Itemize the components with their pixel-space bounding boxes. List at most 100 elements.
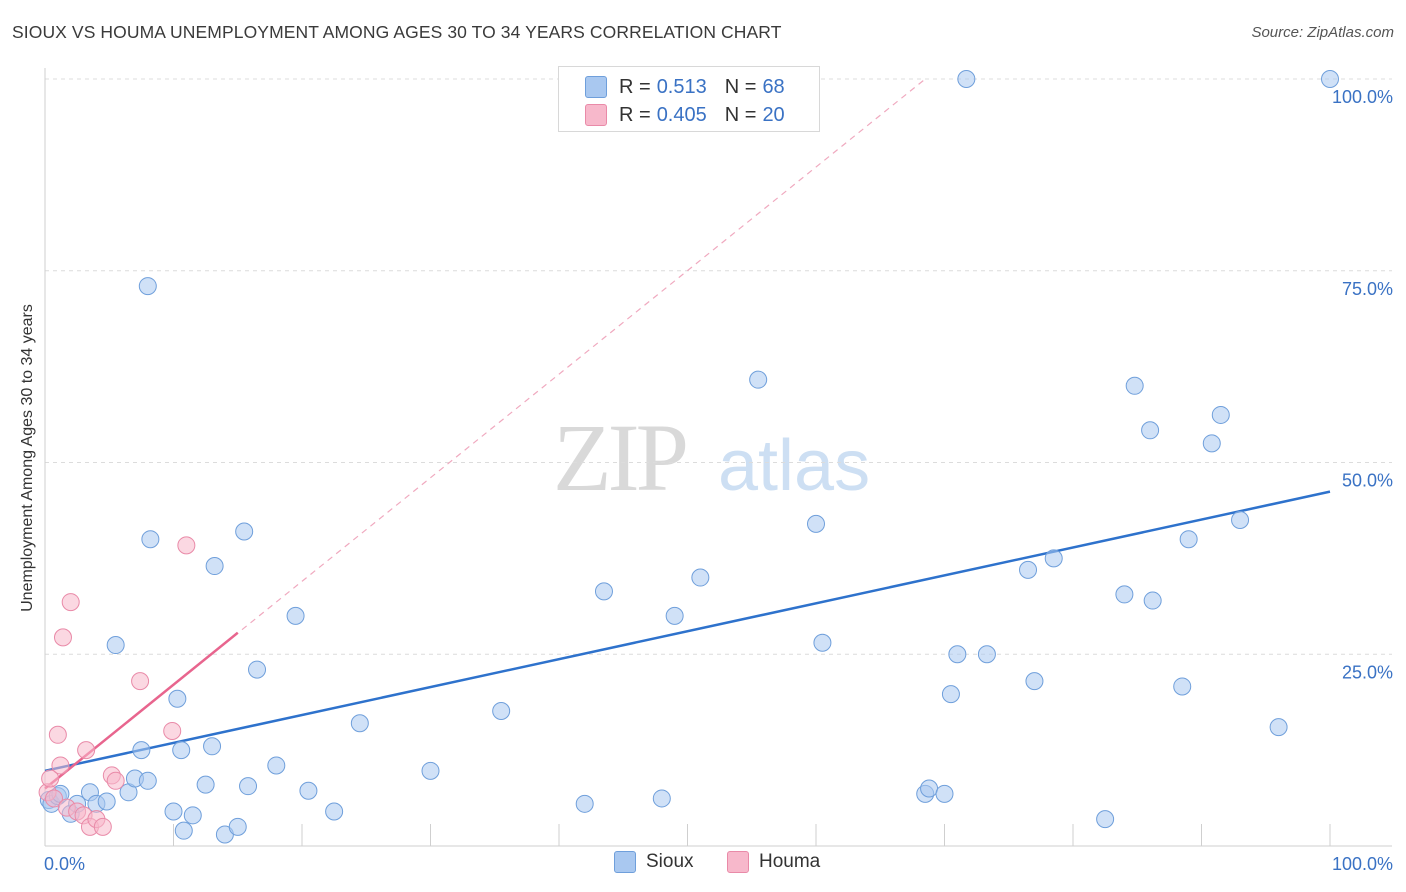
sioux-point — [594, 582, 613, 601]
trend-lines — [44, 78, 1331, 790]
sioux-point — [164, 802, 183, 821]
legend-swatch-sioux — [585, 76, 607, 98]
sioux-point — [1321, 70, 1339, 88]
axes — [44, 68, 1392, 847]
houma-point — [77, 741, 96, 760]
sioux-point — [941, 685, 960, 704]
sioux-point — [977, 645, 996, 664]
sioux-point — [203, 737, 222, 756]
sioux-point — [1179, 530, 1198, 549]
sioux-point — [575, 794, 594, 813]
legend-n-value-sioux: 68 — [762, 75, 785, 98]
houma-point — [41, 769, 60, 788]
y-tick-label: 50.0% — [1342, 471, 1393, 491]
legend-r-value-houma: 0.405 — [656, 103, 707, 126]
gridlines — [45, 78, 1392, 655]
sioux-point — [1141, 421, 1160, 440]
x-tick-label-min: 0.0% — [44, 854, 85, 874]
series-name-sioux: Sioux — [646, 851, 694, 872]
sioux-point — [935, 784, 954, 803]
sioux-point — [97, 792, 116, 811]
legend-r-label: R = — [619, 103, 651, 126]
sioux-point — [1019, 560, 1038, 579]
houma-point — [106, 771, 125, 790]
sioux-point — [299, 781, 318, 800]
tick-labels: 25.0% 50.0% 75.0% 100.0% 0.0% 100.0% — [44, 87, 1393, 874]
legend-row-houma: R = 0.405 N = 20 — [585, 101, 785, 129]
series-legend-sioux: Sioux — [614, 851, 694, 873]
y-tick-label: 75.0% — [1342, 279, 1393, 299]
sioux-point — [132, 741, 151, 760]
houma-trend-line — [44, 631, 239, 790]
sioux-point — [1125, 376, 1144, 395]
sioux-point — [421, 761, 440, 780]
houma-point — [51, 756, 70, 775]
sioux-point — [1143, 591, 1162, 610]
sioux-point — [183, 806, 202, 825]
sioux-point — [749, 370, 768, 389]
legend-n-label: N = — [724, 103, 757, 126]
houma-point — [163, 721, 182, 740]
sioux-point — [1202, 434, 1221, 453]
sioux-point — [141, 530, 160, 549]
sioux-point — [1173, 677, 1192, 696]
sioux-point — [286, 606, 305, 625]
sioux-point — [350, 714, 369, 733]
sioux-point — [228, 817, 247, 836]
houma-point — [48, 725, 67, 744]
sioux-point — [807, 514, 825, 533]
series-swatch-sioux — [614, 851, 636, 873]
houma-point — [53, 628, 72, 647]
y-tick-label: 25.0% — [1342, 662, 1393, 682]
sioux-point — [172, 741, 191, 760]
sioux-point — [1025, 672, 1044, 691]
sioux-point — [665, 606, 684, 625]
legend-r-label: R = — [619, 75, 651, 98]
sioux-point — [813, 633, 832, 652]
sioux-trend-line — [44, 490, 1331, 773]
houma-point — [177, 536, 196, 555]
sioux-point — [1211, 405, 1230, 424]
sioux-point — [205, 557, 224, 576]
series-name-houma: Houma — [759, 851, 821, 872]
sioux-point — [492, 702, 511, 721]
y-tick-label: 100.0% — [1332, 87, 1393, 107]
sioux-point — [168, 689, 187, 708]
correlation-legend: R = 0.513 N = 68 R = 0.405 N = 20 — [558, 66, 820, 132]
watermark-zip: ZIP — [553, 404, 686, 511]
sioux-point — [267, 756, 286, 775]
chart-title: SIOUX VS HOUMA UNEMPLOYMENT AMONG AGES 3… — [12, 22, 782, 42]
legend-n-label: N = — [724, 75, 757, 98]
legend-n-value-houma: 20 — [762, 103, 785, 126]
data-points — [38, 70, 1339, 844]
sioux-point — [1269, 718, 1288, 737]
sioux-point — [248, 660, 267, 679]
houma-point — [61, 593, 80, 612]
sioux-point — [174, 821, 193, 840]
sioux-point — [691, 568, 710, 587]
sioux-point — [235, 522, 254, 541]
sioux-point — [325, 802, 344, 821]
sioux-point — [138, 277, 157, 296]
sioux-point — [1044, 549, 1063, 568]
sioux-point — [1115, 585, 1134, 604]
sioux-point — [106, 636, 125, 655]
watermark: ZIP atlas — [553, 404, 870, 511]
sioux-point — [1096, 810, 1115, 829]
legend-row-sioux: R = 0.513 N = 68 — [585, 73, 785, 101]
source-label: Source: ZipAtlas.com — [1251, 24, 1394, 41]
houma-point — [93, 817, 112, 836]
sioux-point — [239, 777, 258, 796]
watermark-atlas: atlas — [718, 426, 870, 506]
legend-r-value-sioux: 0.513 — [656, 75, 707, 98]
series-swatch-houma — [727, 851, 749, 873]
legend-swatch-houma — [585, 104, 607, 126]
sioux-point — [920, 779, 939, 798]
sioux-point — [138, 771, 157, 790]
sioux-point — [1231, 511, 1250, 530]
x-tick-label-max: 100.0% — [1332, 854, 1393, 874]
sioux-point — [196, 775, 215, 794]
sioux-point — [957, 70, 976, 88]
houma-point — [44, 789, 63, 808]
